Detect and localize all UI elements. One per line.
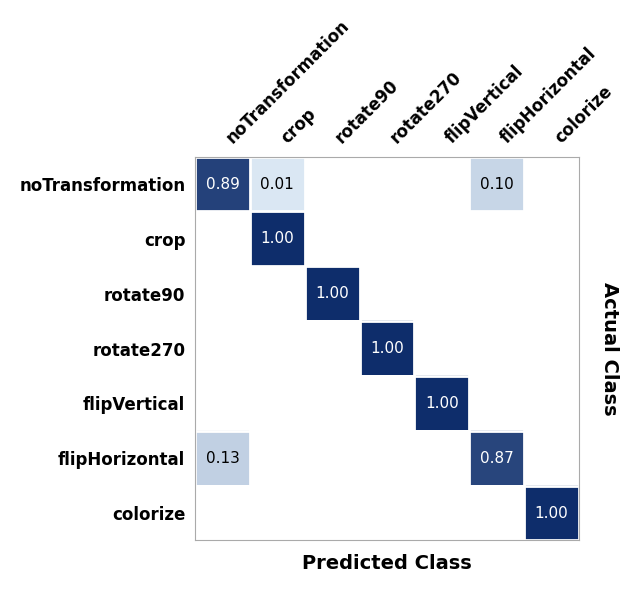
Text: 1.00: 1.00 bbox=[535, 506, 568, 520]
Text: 0.13: 0.13 bbox=[205, 451, 239, 466]
Text: 1.00: 1.00 bbox=[260, 231, 294, 247]
Text: 0.10: 0.10 bbox=[480, 176, 514, 192]
Text: 1.00: 1.00 bbox=[315, 286, 349, 301]
Text: 1.00: 1.00 bbox=[370, 341, 404, 356]
Text: 0.87: 0.87 bbox=[480, 451, 514, 466]
Text: 0.89: 0.89 bbox=[205, 176, 239, 192]
Text: 0.01: 0.01 bbox=[260, 176, 294, 192]
X-axis label: Predicted Class: Predicted Class bbox=[302, 555, 472, 573]
Text: 1.00: 1.00 bbox=[425, 396, 459, 411]
Y-axis label: Actual Class: Actual Class bbox=[600, 281, 619, 415]
